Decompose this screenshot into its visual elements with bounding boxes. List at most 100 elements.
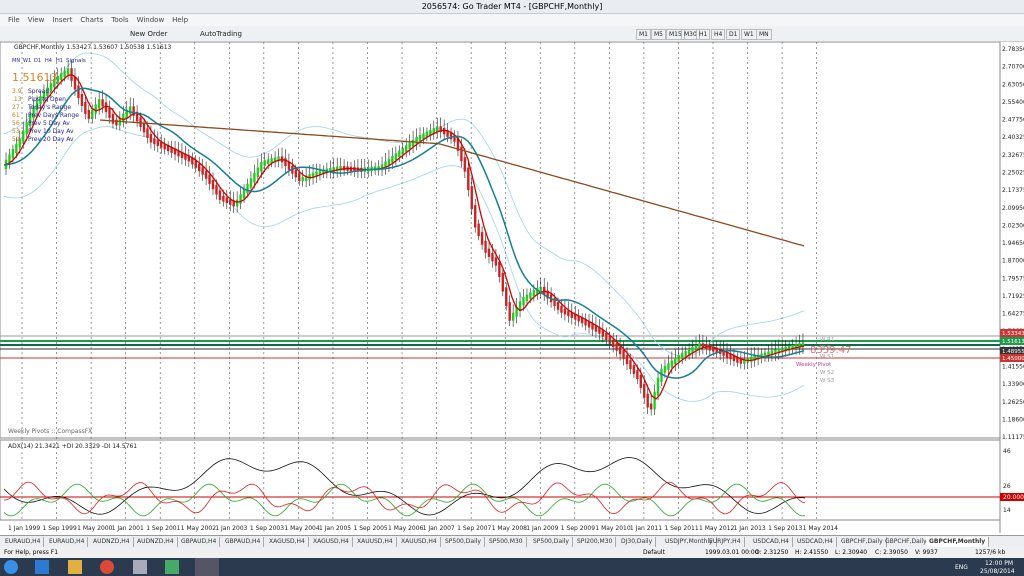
candle-body: [580, 317, 584, 324]
timeframe-button[interactable]: M5: [651, 29, 666, 40]
candle-body: [232, 200, 235, 207]
candle-body: [405, 145, 408, 152]
chart-tab[interactable]: SPI200,M30: [574, 537, 617, 547]
panel-label: Prev 20 Day Av: [28, 136, 74, 143]
language[interactable]: ENG: [955, 564, 968, 571]
chart-tab[interactable]: AUDNZD,H4: [134, 537, 178, 547]
price-tag-label: 1.51613: [1002, 339, 1024, 345]
pivot-label: W S2: [820, 370, 834, 376]
start-button[interactable]: [4, 560, 18, 574]
chart-tab[interactable]: XAGUSD,H4: [310, 537, 353, 547]
candle-body: [577, 315, 580, 322]
candle-body: [160, 141, 163, 148]
chart-tab[interactable]: XAUUSD,H4: [398, 537, 441, 547]
date-tick-label: 1 Sep 2001: [146, 525, 180, 532]
candle-body: [149, 133, 153, 143]
candle-body: [477, 223, 480, 237]
price-tick-label: 2.25025: [1002, 169, 1024, 176]
candle-body: [691, 347, 694, 353]
candle-body: [487, 248, 491, 257]
menu-item[interactable]: Tools: [111, 16, 129, 24]
bar-volume: V: 9937: [915, 549, 938, 556]
timeframe-button[interactable]: D1: [726, 29, 741, 40]
date-tick-label: 1 Sep 2013: [768, 525, 802, 532]
chart-tab[interactable]: SP500,Daily: [530, 537, 573, 547]
panel-value: 56: [12, 120, 20, 127]
candle-body: [163, 143, 166, 150]
chart-tab[interactable]: USDCAD,H4: [750, 537, 793, 547]
candle-body: [270, 158, 273, 164]
panel-label: Prev 5 Day Av: [28, 120, 70, 127]
menu-item[interactable]: Insert: [52, 16, 73, 24]
timeframe-button[interactable]: MN: [756, 29, 772, 40]
menu-item[interactable]: Window: [136, 16, 165, 24]
candle-body: [425, 131, 429, 138]
candle-body: [511, 312, 515, 321]
chart-tab[interactable]: GBPCHF,Daily: [882, 537, 931, 547]
price-tick-label: 1.87000: [1002, 258, 1024, 265]
chart-tab[interactable]: XAUUSD,H4: [354, 537, 397, 547]
candle-body: [539, 286, 542, 292]
panel-label: Prev Days Range: [28, 112, 79, 119]
chart-tab[interactable]: DJ30,Daily: [618, 537, 657, 547]
chart-tab[interactable]: EURJPY,H4: [706, 537, 745, 547]
new-order-button[interactable]: New Order: [130, 30, 168, 38]
panel-label: Spread: [28, 88, 49, 95]
candle-body: [384, 161, 387, 169]
candle-body: [387, 158, 391, 166]
auto-trading-button[interactable]: AutoTrading: [200, 30, 242, 38]
chart-tab[interactable]: AUDNZD,H4: [90, 537, 134, 547]
chart-window: 1 Jan 1999 1 Sep 1999 1 May 2000 1 Jan 2001…: [0, 42, 1024, 533]
taskbar-icon[interactable]: [100, 560, 114, 574]
candle-body: [108, 108, 111, 118]
taskbar-icon[interactable]: [68, 560, 82, 574]
candle-body: [422, 133, 425, 139]
chart-tab[interactable]: USDCAD,H4: [794, 537, 837, 547]
candle-body: [743, 358, 746, 364]
date-tick-label: 1 Jan 2013: [734, 525, 766, 532]
timeframe-button[interactable]: M15: [666, 29, 685, 40]
chart-tab[interactable]: GBPAUD,H4: [222, 537, 265, 547]
candle-body: [529, 292, 532, 299]
candle-body: [218, 190, 222, 200]
chart-tab[interactable]: EURAUD,H4: [46, 537, 89, 547]
candle-body: [567, 310, 570, 317]
panel-timeframe: W1: [23, 58, 31, 64]
candle-body: [456, 137, 460, 151]
chart-tab[interactable]: GBPCHF,Monthly: [926, 537, 990, 547]
candle-body: [591, 323, 594, 330]
timeframe-button[interactable]: M1: [636, 29, 651, 40]
candle-body: [294, 169, 297, 178]
chart-tab[interactable]: GBPCHF,Daily: [838, 537, 887, 547]
candle-body: [777, 348, 780, 354]
timeframe-button[interactable]: W1: [741, 29, 757, 40]
candle-body: [739, 358, 743, 364]
chart-tab[interactable]: USDJPY,Monthly: [662, 537, 717, 547]
timeframe-button[interactable]: H4: [711, 29, 726, 40]
taskbar-icon[interactable]: [165, 560, 179, 574]
chart-tab[interactable]: SP500,Daily: [442, 537, 485, 547]
chart-tab[interactable]: SP500,M30: [486, 537, 527, 547]
taskbar-icon[interactable]: [35, 560, 49, 574]
date-tick-label: 1 May 2014: [803, 525, 838, 532]
timeframe-button[interactable]: H1: [696, 29, 711, 40]
candle-body: [49, 83, 53, 92]
menu-item[interactable]: Help: [172, 16, 189, 24]
menu-item[interactable]: View: [27, 16, 45, 24]
candle-body: [239, 194, 242, 204]
menu-item[interactable]: Charts: [80, 16, 104, 24]
candle-body: [222, 195, 225, 202]
candle-body: [436, 126, 439, 133]
taskbar-icon[interactable]: [195, 558, 219, 576]
chart-tab[interactable]: EURAUD,H4: [2, 537, 45, 547]
menu-item[interactable]: File: [8, 16, 20, 24]
candle-body: [208, 174, 211, 184]
candle-body: [156, 140, 159, 146]
timeframe-button[interactable]: M30: [681, 29, 700, 40]
chart-tab[interactable]: XAGUSD,H4: [266, 537, 309, 547]
candle-body: [474, 205, 477, 228]
taskbar-icon[interactable]: [133, 560, 147, 574]
chart-tab[interactable]: GBPAUD,H4: [178, 537, 221, 547]
candle-body: [329, 167, 332, 173]
